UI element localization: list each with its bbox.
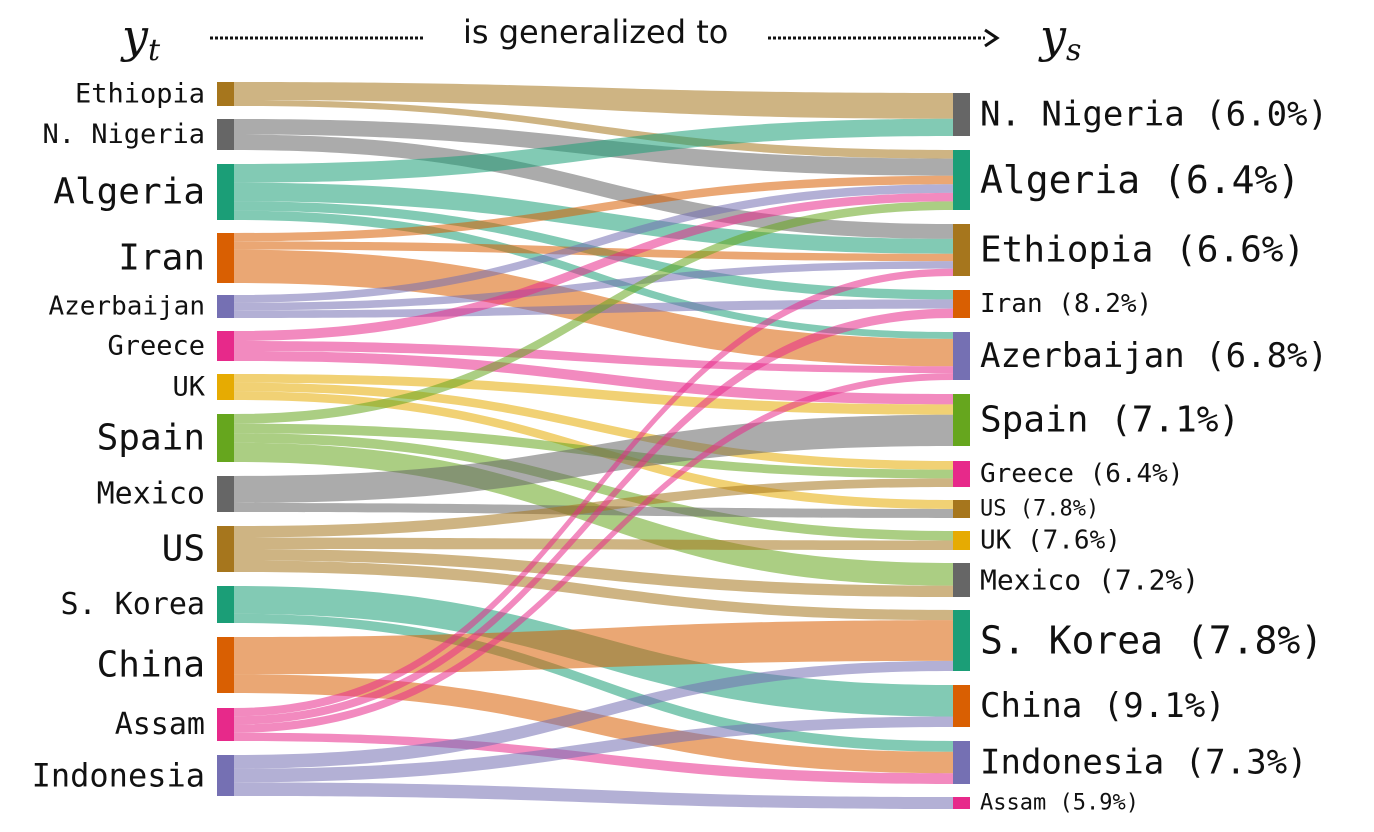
right-node-label-greece: Greece (6.4%): [980, 459, 1184, 489]
right-node-bar-china: [953, 685, 970, 727]
flow-ethiopia-to-n-nigeria: [234, 82, 953, 119]
left-node-bar-mexico: [217, 476, 234, 512]
flow-china-to-s-korea: [234, 620, 953, 675]
right-nodes: N. Nigeria (6.0%) Algeria (6.4%) Ethiopia …: [953, 93, 1328, 816]
flow-indonesia-to-s-korea: [234, 660, 953, 769]
flow-assam-to-iran: [234, 308, 953, 725]
left-node-label-azerbaijan: Azerbaijan: [48, 292, 205, 322]
flow-indonesia-to-china: [234, 716, 953, 783]
right-node-label-uk: UK (7.6%): [980, 526, 1121, 556]
left-node-bar-n-nigeria: [217, 119, 234, 150]
flow-indonesia-to-assam: [234, 782, 953, 809]
left-axis-subscript: t: [148, 33, 161, 68]
right-node-bar-uk: [953, 531, 970, 550]
left-node-bar-us: [217, 526, 234, 572]
right-node-label-n-nigeria: N. Nigeria (6.0%): [980, 95, 1328, 135]
flow-algeria-to-azerbaijan: [234, 210, 953, 339]
right-node-label-us: US (7.8%): [980, 497, 1099, 522]
left-node-label-algeria: Algeria: [53, 172, 205, 213]
left-node-label-indonesia: Indonesia: [32, 757, 205, 795]
flow-s-korea-to-indonesia: [234, 613, 953, 752]
flow-n-nigeria-to-ethiopia: [234, 134, 953, 239]
left-node-label-assam: Assam: [115, 707, 205, 742]
left-node-bar-ethiopia: [217, 82, 234, 106]
flow-ethiopia-to-algeria: [234, 100, 953, 159]
flow-spain-to-algeria: [234, 201, 953, 424]
left-node-bar-assam: [217, 708, 234, 741]
right-node-label-iran: Iran (8.2%): [980, 289, 1152, 319]
flows-layer: [234, 82, 953, 809]
right-node-bar-s-korea: [953, 610, 970, 671]
right-node-bar-n-nigeria: [953, 93, 970, 136]
left-node-label-greece: Greece: [107, 331, 205, 362]
flow-uk-to-spain: [234, 374, 953, 415]
right-node-label-mexico: Mexico (7.2%): [980, 564, 1199, 597]
right-node-bar-algeria: [953, 150, 970, 210]
right-node-label-spain: Spain (7.1%): [980, 400, 1240, 441]
left-node-label-n-nigeria: N. Nigeria: [42, 119, 205, 150]
flow-iran-to-ethiopia: [234, 241, 953, 262]
left-node-label-s-korea: S. Korea: [61, 587, 206, 622]
left-node-bar-uk: [217, 374, 234, 400]
left-node-label-china: China: [97, 645, 205, 686]
flow-us-to-mexico: [234, 549, 953, 597]
left-node-bar-spain: [217, 414, 234, 462]
right-node-label-algeria: Algeria (6.4%): [980, 158, 1300, 202]
left-node-bar-s-korea: [217, 586, 234, 623]
right-node-bar-spain: [953, 394, 970, 446]
right-node-bar-indonesia: [953, 741, 970, 784]
right-node-label-s-korea: S. Korea (7.8%): [980, 619, 1323, 663]
flow-greece-to-azerbaijan: [234, 341, 953, 374]
flow-greece-to-algeria: [234, 192, 953, 341]
flow-mexico-to-spain: [234, 414, 953, 503]
flow-iran-to-algeria: [234, 175, 953, 242]
left-node-bar-iran: [217, 233, 234, 283]
right-node-label-azerbaijan: Azerbaijan (6.8%): [980, 336, 1328, 376]
right-node-label-assam: Assam (5.9%): [980, 791, 1139, 816]
flow-us-to-uk: [234, 537, 953, 550]
right-node-bar-iran: [953, 290, 970, 318]
right-node-label-china: China (9.1%): [980, 686, 1226, 726]
right-node-label-indonesia: Indonesia (7.3%): [980, 743, 1308, 783]
right-node-bar-azerbaijan: [953, 332, 970, 380]
left-node-bar-indonesia: [217, 755, 234, 796]
right-node-bar-greece: [953, 461, 970, 487]
flow-assam-to-ethiopia: [234, 268, 953, 717]
right-node-bar-us: [953, 500, 970, 518]
flow-uk-to-greece: [234, 382, 953, 470]
left-node-label-spain: Spain: [97, 418, 205, 459]
right-node-bar-assam: [953, 797, 970, 809]
left-node-label-iran: Iran: [118, 238, 205, 279]
flow-greece-to-spain: [234, 351, 953, 405]
left-node-label-us: US: [162, 529, 205, 570]
arrow-head-icon: [984, 28, 1000, 48]
flow-azerbaijan-to-algeria: [234, 184, 953, 303]
header-middle-text: is generalized to: [463, 13, 728, 51]
left-node-label-ethiopia: Ethiopia: [75, 79, 205, 110]
flow-algeria-to-n-nigeria: [234, 118, 953, 183]
flow-spain-to-uk: [234, 433, 953, 541]
header: yt is generalized to ys: [120, 9, 1081, 68]
left-node-bar-china: [217, 637, 234, 693]
right-axis-subscript: s: [1066, 33, 1081, 68]
flow-us-to-s-korea: [234, 560, 953, 621]
right-node-bar-ethiopia: [953, 224, 970, 276]
right-axis-variable: ys: [1038, 9, 1081, 68]
left-nodes: Ethiopia N. Nigeria Algeria Iran Azerbaijan G…: [32, 79, 234, 796]
left-node-bar-greece: [217, 331, 234, 361]
right-node-bar-mexico: [953, 563, 970, 597]
left-node-label-uk: UK: [172, 372, 205, 403]
flow-assam-to-azerbaijan: [234, 373, 953, 733]
left-node-bar-azerbaijan: [217, 295, 234, 318]
left-node-label-mexico: Mexico: [97, 477, 205, 512]
left-node-bar-algeria: [217, 164, 234, 220]
flow-azerbaijan-to-ethiopia: [234, 261, 953, 311]
flow-china-to-indonesia: [234, 674, 953, 774]
flow-us-to-greece: [234, 478, 953, 538]
right-node-label-ethiopia: Ethiopia (6.6%): [980, 230, 1305, 271]
flow-algeria-to-ethiopia: [234, 182, 953, 254]
flow-assam-to-indonesia: [234, 732, 953, 784]
left-axis-variable: yt: [120, 9, 161, 68]
